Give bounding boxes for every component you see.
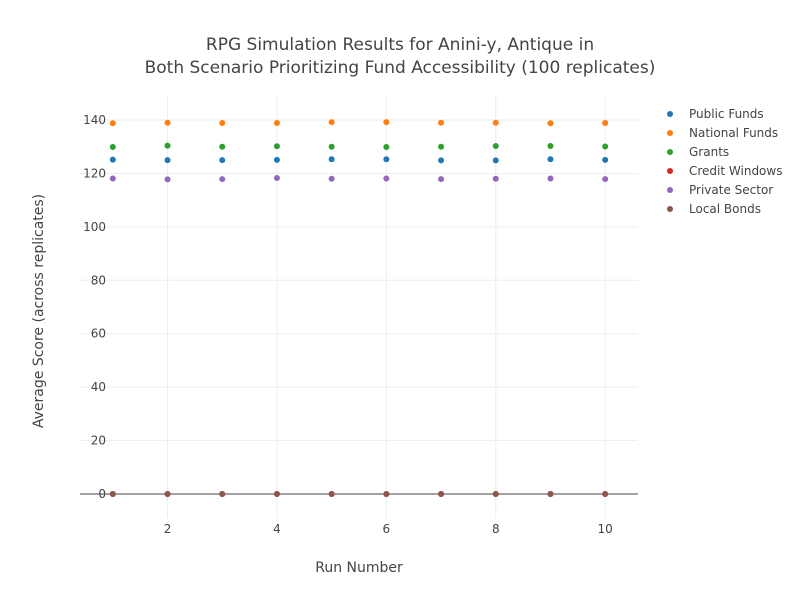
data-point bbox=[383, 119, 390, 126]
x-tick-label: 4 bbox=[273, 522, 281, 536]
x-axis-label: Run Number bbox=[315, 560, 403, 576]
y-tick-label: 20 bbox=[91, 434, 106, 448]
data-point bbox=[109, 156, 116, 163]
data-point bbox=[273, 143, 280, 150]
data-point bbox=[547, 120, 554, 127]
series-national-funds bbox=[109, 119, 609, 127]
legend-marker bbox=[667, 168, 673, 174]
legend-marker bbox=[667, 206, 673, 212]
data-point bbox=[109, 120, 116, 127]
data-point bbox=[602, 176, 609, 183]
data-point bbox=[273, 119, 280, 126]
chart-title-line-2: Both Scenario Prioritizing Fund Accessib… bbox=[145, 58, 656, 78]
data-point bbox=[547, 156, 554, 163]
data-point bbox=[602, 156, 609, 163]
data-point bbox=[383, 490, 390, 497]
legend-marker bbox=[667, 111, 673, 117]
y-tick-label: 80 bbox=[91, 273, 106, 287]
series-public-funds bbox=[109, 156, 609, 164]
series-local-bonds bbox=[109, 490, 609, 497]
data-point bbox=[109, 490, 116, 497]
data-point bbox=[602, 119, 609, 126]
y-tick-label: 100 bbox=[83, 220, 106, 234]
data-point bbox=[602, 143, 609, 150]
legend-item[interactable]: National Funds bbox=[667, 126, 778, 140]
y-tick-label: 60 bbox=[91, 327, 106, 341]
legend-label: Local Bonds bbox=[689, 202, 761, 216]
data-point bbox=[438, 143, 445, 150]
data-point bbox=[273, 156, 280, 163]
data-point bbox=[602, 490, 609, 497]
data-point bbox=[438, 176, 445, 183]
data-point bbox=[219, 119, 226, 126]
legend-marker bbox=[667, 149, 673, 155]
y-tick-label: 120 bbox=[83, 166, 106, 180]
data-point bbox=[438, 119, 445, 126]
data-point bbox=[164, 119, 171, 126]
data-point bbox=[438, 157, 445, 164]
data-point bbox=[547, 490, 554, 497]
data-point bbox=[219, 143, 226, 150]
data-point bbox=[109, 144, 116, 151]
data-point bbox=[273, 490, 280, 497]
data-point bbox=[273, 174, 280, 181]
data-point bbox=[219, 490, 226, 497]
data-point bbox=[219, 176, 226, 183]
data-point bbox=[492, 175, 499, 182]
data-point bbox=[164, 157, 171, 164]
grid bbox=[80, 96, 638, 518]
legend-item[interactable]: Public Funds bbox=[667, 107, 764, 121]
legend-label: Public Funds bbox=[689, 107, 764, 121]
legend-label: National Funds bbox=[689, 126, 778, 140]
data-point bbox=[328, 490, 335, 497]
data-point bbox=[164, 176, 171, 183]
data-point bbox=[328, 175, 335, 182]
legend-label: Credit Windows bbox=[689, 164, 782, 178]
data-point bbox=[547, 175, 554, 182]
data-point bbox=[547, 142, 554, 149]
data-point bbox=[109, 175, 116, 182]
x-tick-label: 2 bbox=[164, 522, 172, 536]
legend-marker bbox=[667, 187, 673, 193]
x-tick-label: 6 bbox=[383, 522, 391, 536]
data-point bbox=[492, 142, 499, 149]
data-points bbox=[109, 119, 609, 497]
legend-label: Grants bbox=[689, 145, 729, 159]
y-tick-label: 0 bbox=[98, 487, 106, 501]
chart-title-line-1: RPG Simulation Results for Anini-y, Anti… bbox=[206, 35, 594, 55]
legend-item[interactable]: Credit Windows bbox=[667, 164, 782, 178]
data-point bbox=[438, 490, 445, 497]
data-point bbox=[328, 156, 335, 163]
legend-item[interactable]: Local Bonds bbox=[667, 202, 761, 216]
y-tick-label: 140 bbox=[83, 113, 106, 127]
series-private-sector bbox=[109, 174, 609, 183]
data-point bbox=[219, 157, 226, 164]
x-tick-label: 8 bbox=[492, 522, 500, 536]
legend-item[interactable]: Grants bbox=[667, 145, 729, 159]
legend-label: Private Sector bbox=[689, 183, 773, 197]
data-point bbox=[383, 144, 390, 151]
data-point bbox=[383, 156, 390, 163]
legend-item[interactable]: Private Sector bbox=[667, 183, 773, 197]
data-point bbox=[492, 119, 499, 126]
legend: Public Funds National Funds Grants Credit W… bbox=[667, 107, 782, 216]
data-point bbox=[492, 157, 499, 164]
data-point bbox=[328, 119, 335, 126]
data-point bbox=[164, 490, 171, 497]
data-point bbox=[328, 143, 335, 150]
data-point bbox=[492, 490, 499, 497]
legend-marker bbox=[667, 130, 673, 136]
data-point bbox=[383, 175, 390, 182]
series-grants bbox=[109, 142, 609, 151]
y-axis-label: Average Score (across replicates) bbox=[31, 194, 47, 428]
x-tick-label: 10 bbox=[598, 522, 613, 536]
data-point bbox=[164, 142, 171, 149]
y-tick-label: 40 bbox=[91, 380, 106, 394]
